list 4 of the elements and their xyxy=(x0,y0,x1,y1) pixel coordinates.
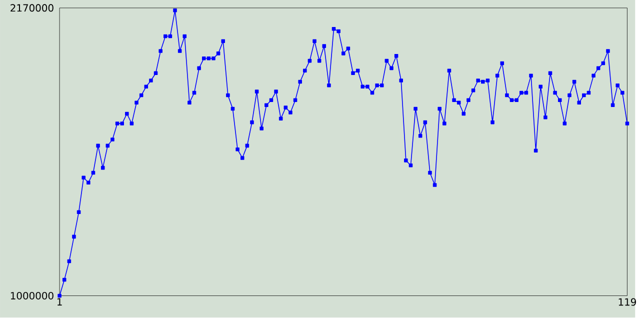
y-tick-label: 1000000 xyxy=(10,292,54,300)
x-tick-label: 1 xyxy=(57,298,62,306)
y-tick-label: 2170000 xyxy=(10,4,54,12)
x-tick-label: 119 xyxy=(618,298,636,306)
